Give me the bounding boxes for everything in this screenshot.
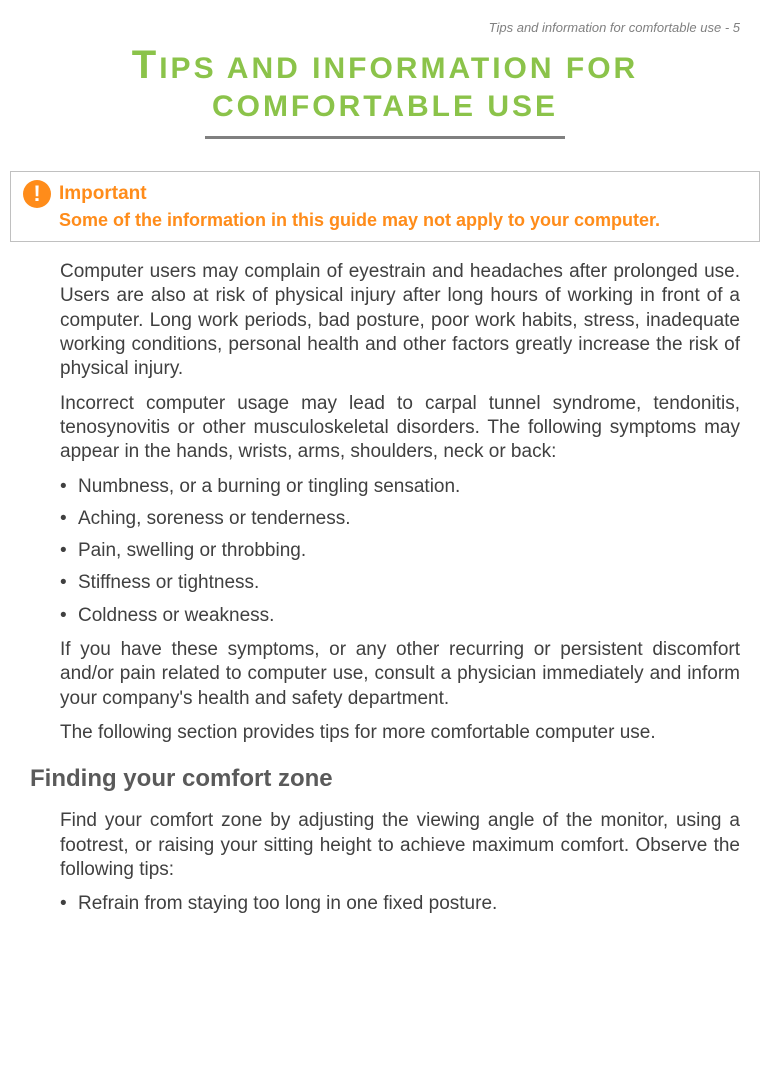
important-icon: ! bbox=[23, 180, 51, 208]
list-item: Pain, swelling or throbbing. bbox=[60, 539, 740, 563]
exclamation-icon: ! bbox=[33, 183, 40, 205]
main-title: TIPS AND INFORMATION FOR COMFORTABLE USE bbox=[30, 43, 740, 124]
title-big-char: T bbox=[132, 43, 159, 87]
important-text: Some of the information in this guide ma… bbox=[59, 210, 747, 231]
title-line-1: TIPS AND INFORMATION FOR bbox=[30, 43, 740, 88]
symptoms-list: Numbness, or a burning or tingling sensa… bbox=[30, 475, 740, 629]
paragraph-3: If you have these symptoms, or any other… bbox=[30, 638, 740, 711]
title-underline bbox=[205, 136, 565, 139]
paragraph-5: Find your comfort zone by adjusting the … bbox=[30, 809, 740, 882]
title-line1-rest: IPS AND INFORMATION FOR bbox=[159, 52, 638, 85]
section-heading: Finding your comfort zone bbox=[30, 765, 740, 793]
list-item: Aching, soreness or tenderness. bbox=[60, 507, 740, 531]
paragraph-2: Incorrect computer usage may lead to car… bbox=[30, 392, 740, 465]
important-header: ! Important bbox=[23, 180, 747, 208]
important-callout: ! Important Some of the information in t… bbox=[10, 171, 760, 242]
paragraph-1: Computer users may complain of eyestrain… bbox=[30, 260, 740, 382]
important-label: Important bbox=[59, 183, 147, 205]
tips-list: Refrain from staying too long in one fix… bbox=[30, 892, 740, 916]
title-line-2: COMFORTABLE USE bbox=[30, 90, 740, 124]
list-item: Refrain from staying too long in one fix… bbox=[60, 892, 740, 916]
list-item: Stiffness or tightness. bbox=[60, 571, 740, 595]
list-item: Coldness or weakness. bbox=[60, 604, 740, 628]
page-header-label: Tips and information for comfortable use… bbox=[30, 20, 740, 35]
list-item: Numbness, or a burning or tingling sensa… bbox=[60, 475, 740, 499]
paragraph-4: The following section provides tips for … bbox=[30, 721, 740, 745]
